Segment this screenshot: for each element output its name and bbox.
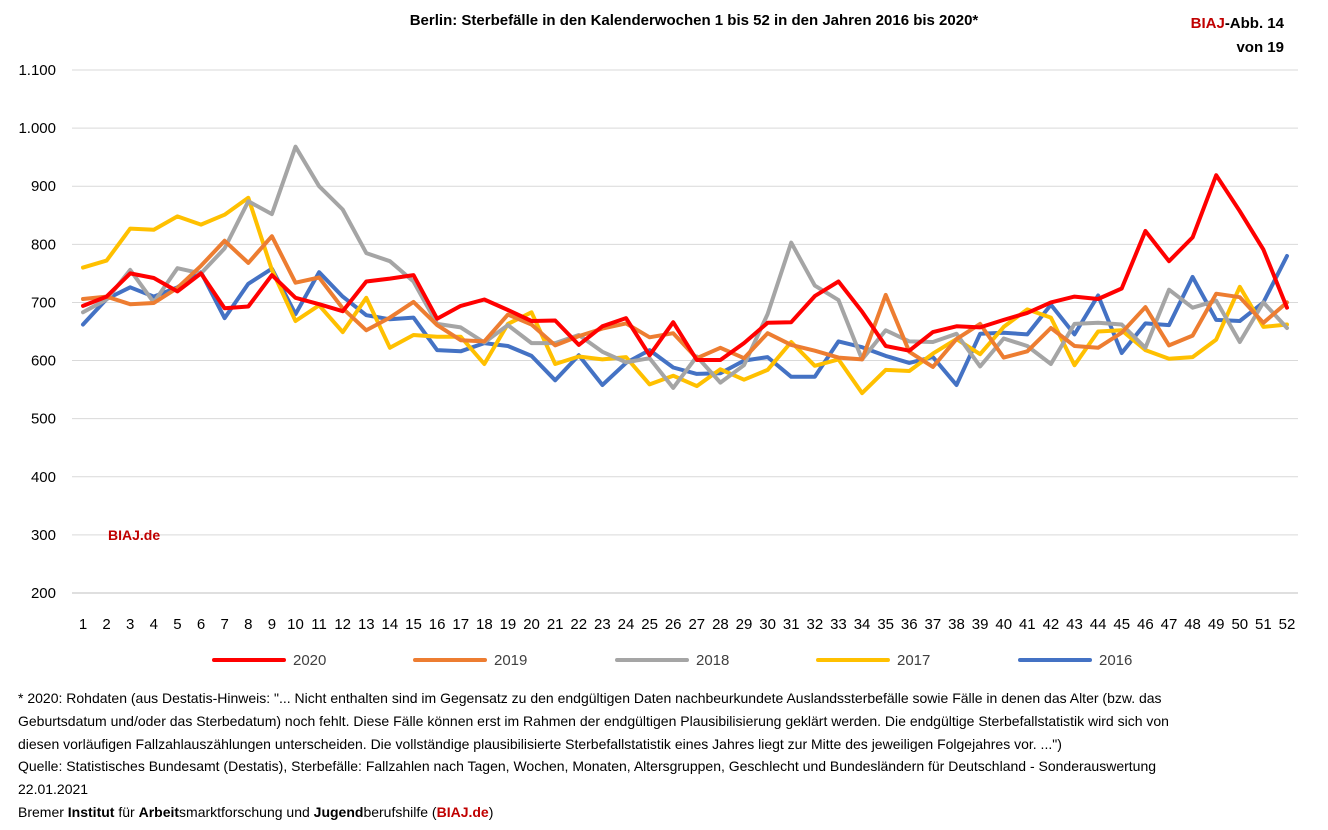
y-tick-label: 300 xyxy=(31,527,56,544)
note-line: Geburtsdatum und/oder das Sterbedatum) n… xyxy=(18,712,1169,729)
x-tick-label: 48 xyxy=(1184,616,1201,633)
x-tick-label: 47 xyxy=(1161,616,1178,633)
x-tick-label: 34 xyxy=(854,616,871,633)
x-tick-label: 25 xyxy=(641,616,658,633)
source-date: 22.01.2021 xyxy=(18,781,89,798)
x-tick-label: 15 xyxy=(405,616,422,633)
x-tick-label: 17 xyxy=(452,616,469,633)
y-tick-label: 1.000 xyxy=(18,120,56,137)
y-tick-label: 200 xyxy=(31,585,56,602)
x-tick-label: 49 xyxy=(1208,616,1225,633)
x-tick-label: 23 xyxy=(594,616,611,633)
x-tick-label: 52 xyxy=(1279,616,1296,633)
x-tick-label: 36 xyxy=(901,616,918,633)
footnote: * 2020: Rohdaten (aus Destatis-Hinweis: … xyxy=(18,687,1313,824)
x-tick-label: 13 xyxy=(358,616,375,633)
x-tick-label: 24 xyxy=(618,616,635,633)
x-tick-label: 3 xyxy=(126,616,134,633)
y-tick-label: 400 xyxy=(31,469,56,486)
x-tick-label: 39 xyxy=(972,616,989,633)
chart-title: Berlin: Sterbefälle in den Kalenderwoche… xyxy=(409,12,979,29)
x-tick-label: 27 xyxy=(688,616,705,633)
x-tick-label: 50 xyxy=(1231,616,1248,633)
x-tick-label: 18 xyxy=(476,616,493,633)
x-tick-label: 42 xyxy=(1043,616,1060,633)
y-tick-label: 700 xyxy=(31,294,56,311)
x-tick-label: 30 xyxy=(759,616,776,633)
source-line: Quelle: Statistisches Bundesamt (Destati… xyxy=(18,758,1157,775)
x-tick-label: 19 xyxy=(500,616,517,633)
x-tick-label: 10 xyxy=(287,616,304,633)
legend-label-2017: 2017 xyxy=(897,652,930,669)
badge-total: von 19 xyxy=(1236,39,1284,56)
legend-label-2020: 2020 xyxy=(293,652,326,669)
organization-line: Bremer Institut für Arbeitsmarktforschun… xyxy=(18,803,494,820)
x-tick-label: 2 xyxy=(102,616,110,633)
badge-brand: BIAJ xyxy=(1190,15,1225,32)
x-tick-label: 38 xyxy=(948,616,965,633)
series-line-2020 xyxy=(81,173,1289,362)
x-tick-label: 44 xyxy=(1090,616,1107,633)
x-tick-label: 1 xyxy=(79,616,87,633)
x-tick-label: 45 xyxy=(1113,616,1130,633)
x-tick-label: 8 xyxy=(244,616,252,633)
y-tick-label: 900 xyxy=(31,178,56,195)
note-line: diesen vorläufigen Fallzahlauszählungen … xyxy=(18,735,1062,752)
x-tick-label: 7 xyxy=(220,616,228,633)
x-tick-label: 29 xyxy=(736,616,753,633)
x-tick-label: 20 xyxy=(523,616,540,633)
x-tick-label: 37 xyxy=(925,616,942,633)
x-tick-label: 32 xyxy=(806,616,823,633)
x-tick-label: 51 xyxy=(1255,616,1272,633)
legend-label-2019: 2019 xyxy=(494,652,527,669)
y-tick-label: 1.100 xyxy=(18,62,56,79)
x-tick-label: 35 xyxy=(877,616,894,633)
x-axis-ticks: 1 2 3 4 5 6 7 8 9 10 11 12 13 14 15 16 17 18 19 20 21 22 23 24 2… xyxy=(79,616,1296,633)
x-tick-label: 31 xyxy=(783,616,800,633)
legend-label-2016: 2016 xyxy=(1099,652,1132,669)
org-link[interactable]: BIAJ.de xyxy=(436,803,489,820)
x-tick-label: 43 xyxy=(1066,616,1083,633)
note-line: * 2020: Rohdaten (aus Destatis-Hinweis: … xyxy=(18,690,1162,706)
x-tick-label: 41 xyxy=(1019,616,1036,633)
y-tick-label: 600 xyxy=(31,353,56,370)
x-tick-label: 5 xyxy=(173,616,181,633)
series-line-2018 xyxy=(81,144,1289,390)
x-tick-label: 14 xyxy=(382,616,399,633)
x-tick-label: 9 xyxy=(268,616,276,633)
x-tick-label: 46 xyxy=(1137,616,1154,633)
x-tick-label: 21 xyxy=(547,616,564,633)
x-tick-label: 12 xyxy=(334,616,351,633)
watermark: BIAJ.de xyxy=(108,527,161,543)
y-tick-label: 500 xyxy=(31,411,56,428)
x-tick-label: 28 xyxy=(712,616,729,633)
x-tick-label: 11 xyxy=(311,616,327,633)
legend-label-2018: 2018 xyxy=(696,652,729,669)
y-axis-ticks: 200 300 400 500 600 700 800 900 1.000 1.100 xyxy=(18,62,56,602)
series-lines xyxy=(81,144,1289,396)
x-tick-label: 40 xyxy=(995,616,1012,633)
figure-badge: BIAJ-Abb. 14 von 19 xyxy=(1191,12,1284,60)
x-tick-label: 6 xyxy=(197,616,205,633)
x-tick-label: 26 xyxy=(665,616,682,633)
badge-number: -Abb. 14 xyxy=(1224,15,1284,32)
x-tick-label: 22 xyxy=(570,616,587,633)
series-line-2019 xyxy=(81,234,1289,369)
legend: 2020 2019 2018 2017 2016 xyxy=(212,652,1132,669)
y-tick-label: 800 xyxy=(31,236,56,253)
x-tick-label: 33 xyxy=(830,616,847,633)
x-tick-label: 4 xyxy=(150,616,158,633)
series-line-2016 xyxy=(81,254,1289,387)
x-tick-label: 16 xyxy=(429,616,446,633)
